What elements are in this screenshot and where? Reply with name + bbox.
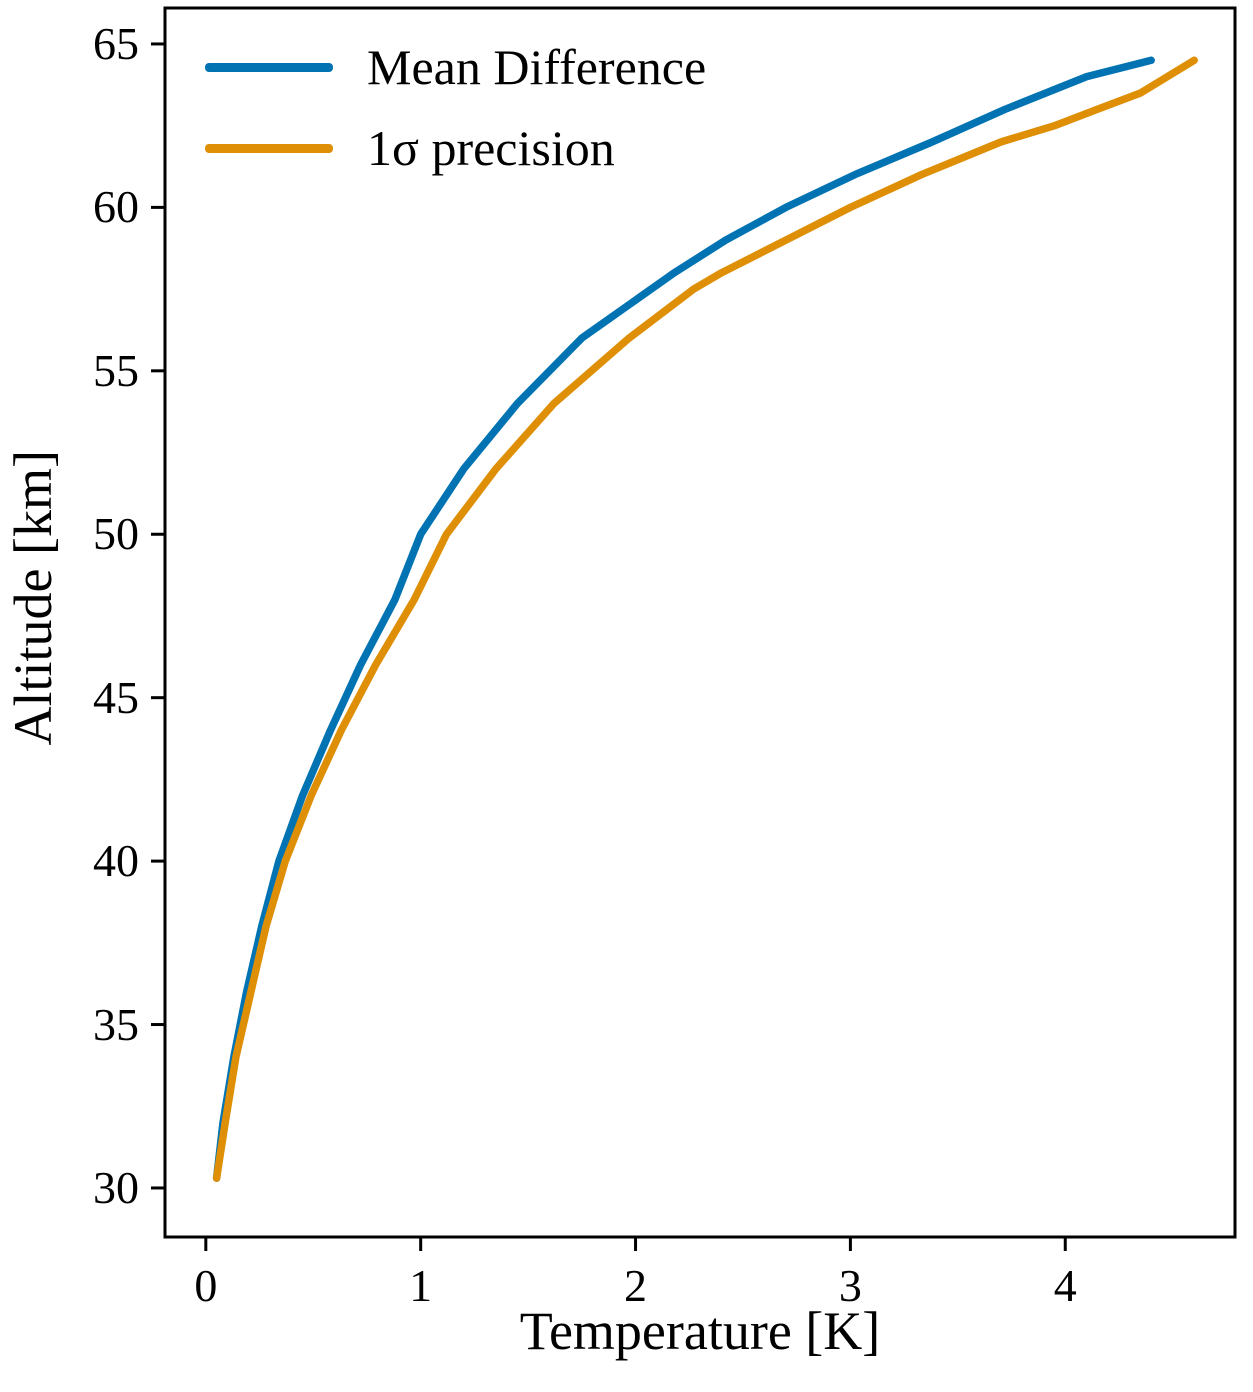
y-tick-label: 60 <box>93 181 139 233</box>
y-tick-label: 40 <box>93 835 139 887</box>
y-tick-label: 30 <box>93 1161 139 1213</box>
x-tick-label: 4 <box>1053 1260 1077 1311</box>
x-tick-label: 0 <box>194 1260 218 1311</box>
legend-line-sigma-precision <box>205 144 333 153</box>
series-line-1 <box>212 56 1198 1182</box>
legend-item-mean-difference: Mean Difference <box>205 40 706 95</box>
y-tick-label: 50 <box>93 508 139 560</box>
y-tick-label: 45 <box>93 671 139 723</box>
y-tick-label: 65 <box>93 17 139 69</box>
x-tick-label: 1 <box>409 1260 433 1311</box>
legend-item-sigma-precision: 1σ precision <box>205 121 706 176</box>
legend-label-mean-difference: Mean Difference <box>367 39 707 95</box>
series-line-0 <box>212 56 1155 1182</box>
legend-label-sigma-precision: 1σ precision <box>367 120 615 176</box>
y-tick-label: 55 <box>93 344 139 396</box>
axes-box <box>163 6 1237 1239</box>
x-tick-label: 3 <box>838 1260 862 1311</box>
x-axis-label: Temperature [K] <box>519 1301 881 1361</box>
legend: Mean Difference 1σ precision <box>205 40 706 176</box>
legend-line-mean-difference <box>205 63 333 72</box>
x-tick-label: 2 <box>624 1260 648 1311</box>
y-tick-label: 35 <box>93 998 139 1050</box>
